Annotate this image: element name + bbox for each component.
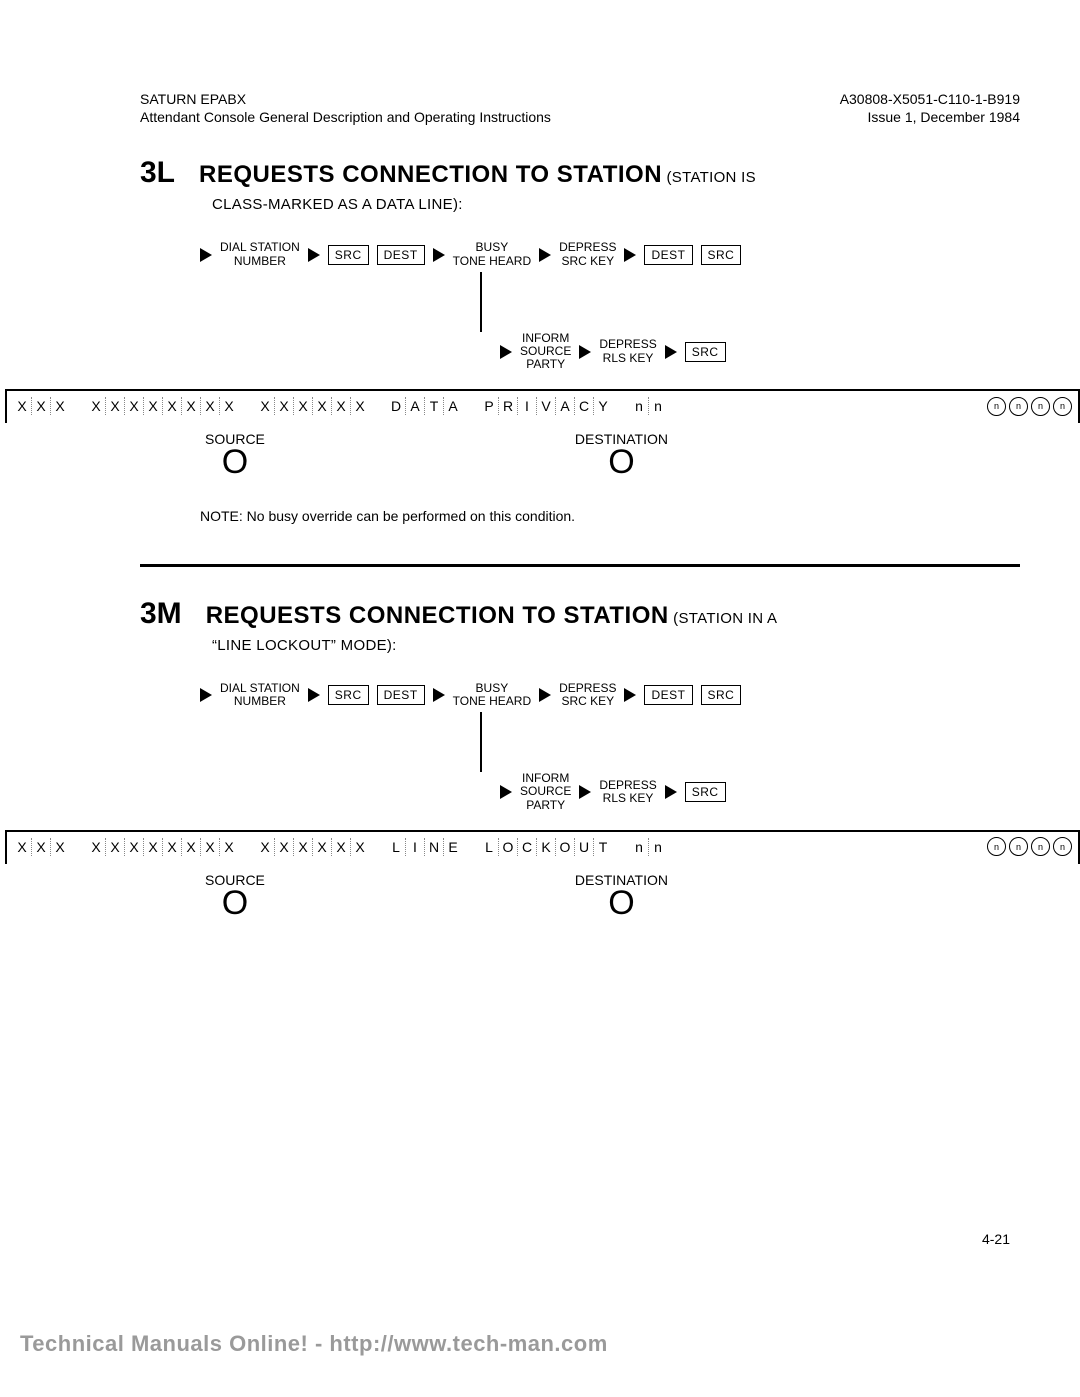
arrow-icon [308,688,320,702]
section-code: 3M [140,597,182,631]
seg-group-4: D A T A [387,397,462,415]
led-group: n n n n [987,397,1072,416]
section-3m-subtitle: “LINE LOCKOUT” MODE): [212,637,1020,654]
arrow-icon [500,785,512,799]
led-icon: n [1031,397,1050,416]
section-paren: (STATION IN A [673,610,777,627]
section-divider [140,564,1020,567]
connector-line [480,712,482,772]
led-icon: n [1009,397,1028,416]
arrow-icon [500,345,512,359]
page-header: SATURN EPABX Attendant Console General D… [140,90,1020,126]
seg-group-6: n n [630,397,667,415]
flow-step: INFORM SOURCE PARTY [520,772,571,812]
key-src: SRC [701,245,742,265]
arrow-icon [624,688,636,702]
display-panel-3l: X X X X X X X X X X X X X X X X [5,389,1080,423]
connector-line [480,272,482,332]
flow-step: DEPRESS RLS KEY [599,779,656,805]
flow-step: BUSY TONE HEARD [453,241,531,267]
flow-step: INFORM SOURCE PARTY [520,332,571,372]
section-main: REQUESTS CONNECTION TO STATION [199,161,662,188]
seg-group-6: n n [630,838,667,856]
circle-icon: O [575,888,668,919]
arrow-icon [665,345,677,359]
section-3m-title: 3M REQUESTS CONNECTION TO STATION (STATI… [140,597,1020,631]
note-3l: NOTE: No busy override can be performed … [200,508,1020,524]
key-dest: DEST [377,685,425,705]
flow-3m: DIAL STATION NUMBER SRC DEST BUSY TONE H… [200,682,1020,812]
arrow-icon [433,688,445,702]
seg-group-1: X X X [13,838,69,856]
key-src: SRC [701,685,742,705]
led-icon: n [1053,837,1072,856]
arrow-icon [665,785,677,799]
key-dest: DEST [644,685,692,705]
arrow-icon [200,248,212,262]
led-icon: n [1031,837,1050,856]
flow-3l: DIAL STATION NUMBER SRC DEST BUSY TONE H… [200,241,1020,371]
section-code: 3L [140,156,175,190]
flow-step: DEPRESS SRC KEY [559,241,616,267]
key-src: SRC [328,245,369,265]
arrow-icon [539,248,551,262]
header-right-1: A30808-X5051-C110-1-B919 [840,90,1020,108]
seg-group-4: L I N E [387,838,462,856]
source-dest-row-3l: SOURCE O DESTINATION O [5,431,1080,478]
seg-group-5: L O C K O U T [480,838,612,856]
seg-group-2: X X X X X X X X [87,838,238,856]
source-dest-row-3m: SOURCE O DESTINATION O [5,872,1080,919]
circle-icon: O [575,447,668,478]
seg-group-1: X X X [13,397,69,415]
led-icon: n [1053,397,1072,416]
key-dest: DEST [644,245,692,265]
arrow-icon [624,248,636,262]
arrow-icon [308,248,320,262]
header-left-1: SATURN EPABX [140,90,551,108]
arrow-icon [579,785,591,799]
section-3l-title: 3L REQUESTS CONNECTION TO STATION (STATI… [140,156,1020,190]
key-src: SRC [685,342,726,362]
led-icon: n [987,397,1006,416]
seg-group-3: X X X X X X [256,838,369,856]
arrow-icon [433,248,445,262]
led-icon: n [1009,837,1028,856]
arrow-icon [539,688,551,702]
page-number: 4-21 [982,1231,1010,1247]
flow-step: BUSY TONE HEARD [453,682,531,708]
flow-step: DEPRESS RLS KEY [599,338,656,364]
circle-icon: O [205,888,265,919]
led-group: n n n n [987,837,1072,856]
flow-step: DEPRESS SRC KEY [559,682,616,708]
header-left-2: Attendant Console General Description an… [140,108,551,126]
key-src: SRC [685,782,726,802]
led-icon: n [987,837,1006,856]
footer-watermark: Technical Manuals Online! - http://www.t… [20,1331,608,1357]
key-dest: DEST [377,245,425,265]
display-panel-3m: X X X X X X X X X X X X X X X X [5,830,1080,864]
seg-group-3: X X X X X X [256,397,369,415]
arrow-icon [200,688,212,702]
seg-group-2: X X X X X X X X [87,397,238,415]
key-src: SRC [328,685,369,705]
arrow-icon [579,345,591,359]
section-main: REQUESTS CONNECTION TO STATION [206,602,669,629]
flow-step: DIAL STATION NUMBER [220,241,300,267]
seg-group-5: P R I V A C Y [480,397,612,415]
flow-step: DIAL STATION NUMBER [220,682,300,708]
section-3l-subtitle: CLASS-MARKED AS A DATA LINE): [212,196,1020,213]
section-paren: (STATION IS [667,169,756,186]
circle-icon: O [205,447,265,478]
header-right-2: Issue 1, December 1984 [840,108,1020,126]
